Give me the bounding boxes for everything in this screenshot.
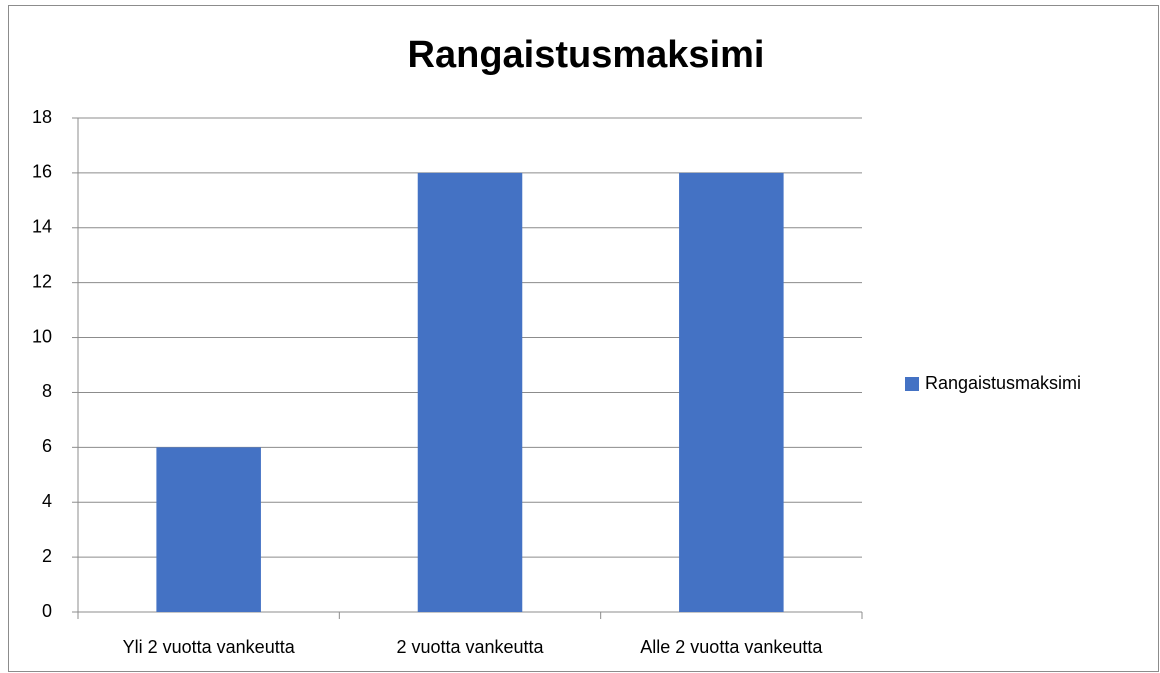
y-tick-label: 6	[42, 436, 52, 456]
y-tick-label: 12	[32, 271, 52, 291]
y-tick-label: 16	[32, 162, 52, 182]
y-tick-label: 0	[42, 601, 52, 621]
y-tick-label: 4	[42, 491, 52, 511]
x-tick-label: Yli 2 vuotta vankeutta	[123, 637, 296, 657]
bar	[417, 172, 523, 612]
y-tick-label: 2	[42, 546, 52, 566]
legend-swatch	[905, 377, 919, 391]
y-tick-label: 18	[32, 107, 52, 127]
chart-title: Rangaistusmaksimi	[408, 34, 765, 76]
y-tick-label: 10	[32, 326, 52, 346]
bar	[156, 447, 261, 612]
y-tick-label: 14	[32, 217, 52, 237]
y-tick-label: 8	[42, 381, 52, 401]
x-tick-label: 2 vuotta vankeutta	[396, 637, 544, 657]
x-tick-label: Alle 2 vuotta vankeutta	[640, 637, 823, 657]
bar	[679, 172, 784, 612]
legend-label: Rangaistusmaksimi	[925, 373, 1081, 393]
